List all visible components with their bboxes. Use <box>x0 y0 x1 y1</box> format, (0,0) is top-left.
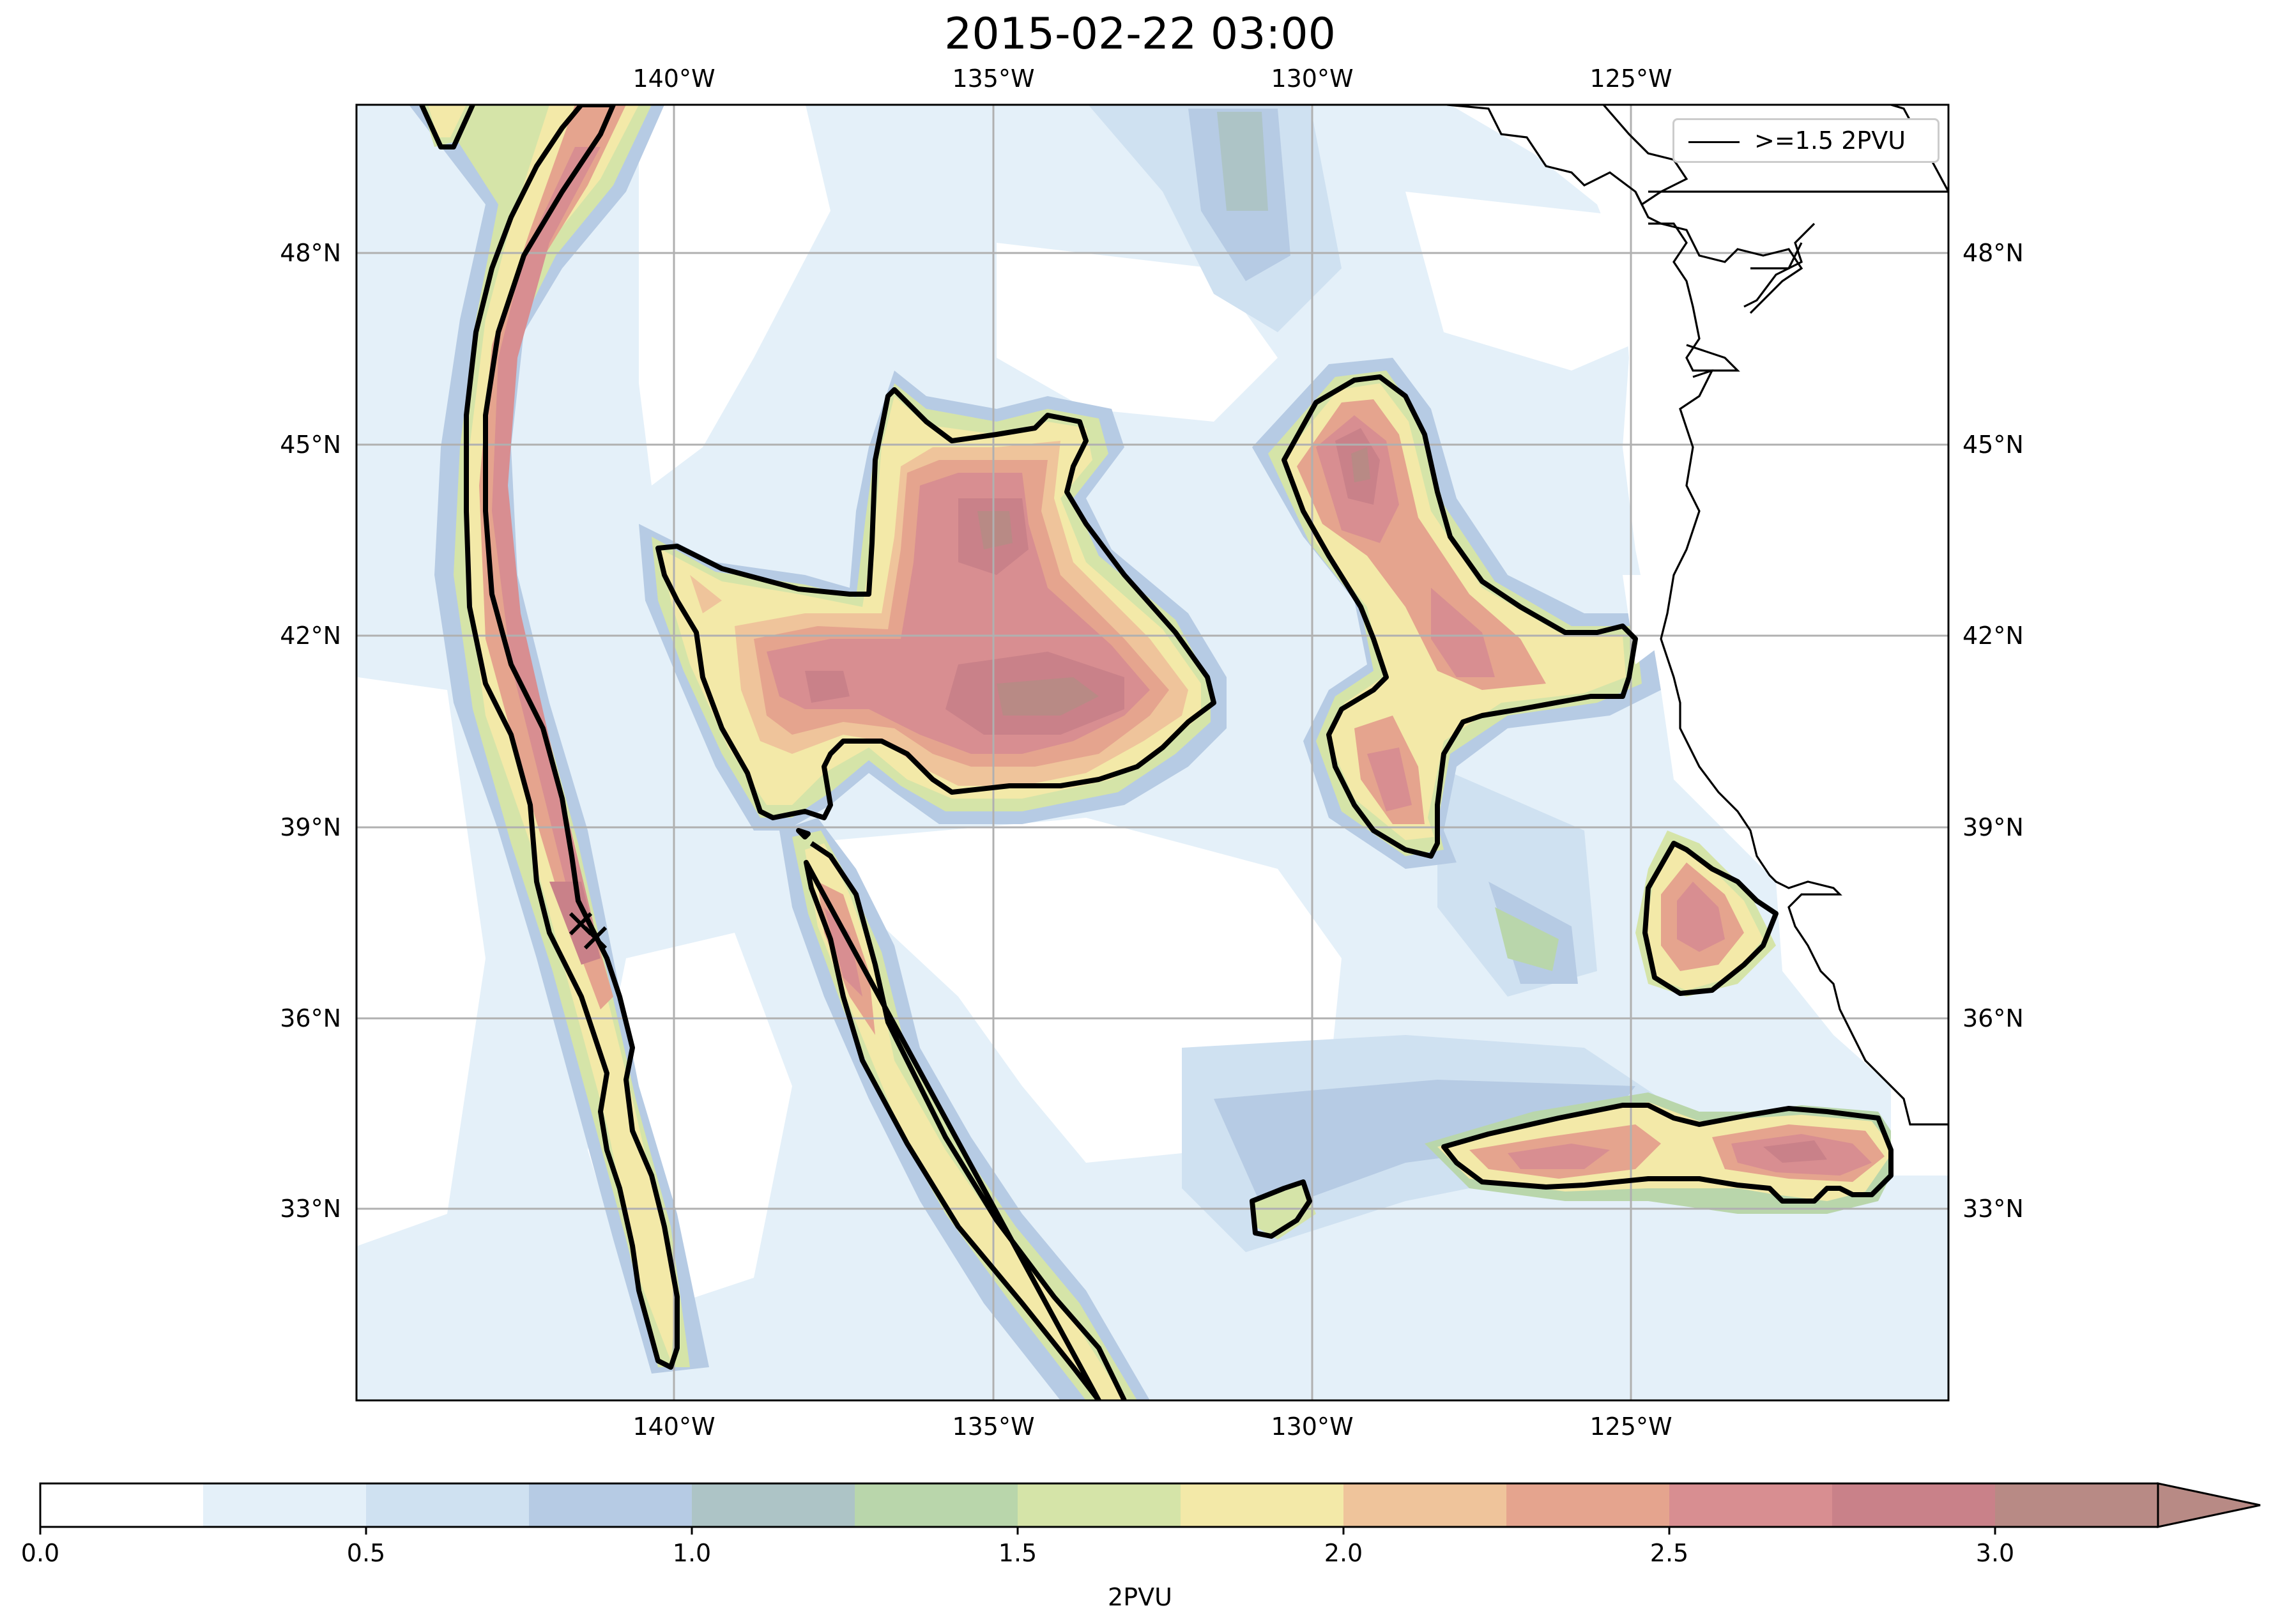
colorbar-segment <box>203 1483 367 1527</box>
lat-ticks-left: 48°N 45°N 42°N 39°N 36°N 33°N <box>280 239 341 1223</box>
colorbar-segment <box>1018 1483 1181 1527</box>
colorbar-tick-label: 1.0 <box>673 1539 711 1567</box>
colorbar-segment <box>692 1483 855 1527</box>
lon-tick-label: 125°W <box>1589 1413 1672 1441</box>
pv-band-south <box>1763 1140 1827 1163</box>
lat-tick-label: 45°N <box>1962 431 2024 459</box>
pv-streamer <box>428 105 466 137</box>
lat-tick-label: 33°N <box>280 1195 341 1223</box>
colorbar-segment <box>1832 1483 1996 1527</box>
mid-pv-region <box>1495 907 1559 971</box>
colorbar-tick-label: 2.0 <box>1324 1539 1363 1567</box>
graticule <box>356 105 1948 1400</box>
lat-ticks-right: 48°N 45°N 42°N 39°N 36°N 33°N <box>1962 239 2024 1223</box>
colorbar-segment <box>1506 1483 1670 1527</box>
colorbar-tick-label: 0.5 <box>347 1539 385 1567</box>
lat-tick-label: 48°N <box>280 239 341 267</box>
colorbar-frame <box>39 1482 2159 1528</box>
colorbar-segment <box>529 1483 692 1527</box>
colorbar-segment <box>1669 1483 1833 1527</box>
lon-tick-label: 140°W <box>632 1413 715 1441</box>
lat-tick-label: 36°N <box>280 1004 341 1032</box>
lat-tick-label: 39°N <box>1962 813 2024 841</box>
low-pv-region <box>358 677 486 1246</box>
lon-tick-label: 135°W <box>952 65 1034 93</box>
pvu-contour <box>419 105 1894 1400</box>
pv-blob-central <box>805 498 1124 735</box>
lon-tick-label: 135°W <box>952 1413 1034 1441</box>
pv-streamer <box>492 147 601 946</box>
storm-markers <box>569 912 608 950</box>
colorbar-tick-label: 3.0 <box>1976 1539 2014 1567</box>
colorbar-segment <box>1995 1483 2159 1527</box>
land-mask <box>1450 105 1948 1176</box>
pv-blob-coastal <box>1677 882 1725 952</box>
lon-ticks-bottom: 140°W 135°W 130°W 125°W <box>632 1413 1672 1441</box>
map-title: 2015-02-22 03:00 <box>944 9 1336 59</box>
colorbar-ticks: 0.0 0.5 1.0 1.5 2.0 2.5 3.0 <box>21 1539 2014 1567</box>
lon-ticks-top: 140°W 135°W 130°W 125°W <box>632 65 1672 93</box>
colorbar-extend-arrow <box>2157 1482 2261 1528</box>
lat-tick-label: 42°N <box>1962 622 2024 650</box>
x-marker <box>583 926 608 950</box>
legend-line-swatch <box>1688 141 1740 143</box>
lat-tick-label: 45°N <box>280 431 341 459</box>
lat-tick-label: 33°N <box>1962 1195 2024 1223</box>
colorbar-segment <box>855 1483 1018 1527</box>
lon-tick-label: 130°W <box>1271 65 1353 93</box>
lat-tick-label: 36°N <box>1962 1004 2024 1032</box>
colorbar-segment <box>1181 1483 1344 1527</box>
low-pv-region <box>1405 192 1661 371</box>
lat-tick-label: 39°N <box>280 813 341 841</box>
pv-blob-east <box>1351 447 1370 482</box>
mid-pv-region <box>1217 112 1268 211</box>
pv-streamer-south <box>824 907 862 997</box>
pv-blob-central <box>977 511 1099 716</box>
colorbar-label: 2PVU <box>1108 1583 1172 1611</box>
legend-label: >=1.5 2PVU <box>1754 126 1906 155</box>
lon-tick-label: 125°W <box>1589 65 1672 93</box>
colorbar-tick-label: 2.5 <box>1650 1539 1688 1567</box>
colorbar-segment <box>40 1483 204 1527</box>
pv-blob-east <box>1316 415 1495 811</box>
colorbar-tick-label: 1.5 <box>998 1539 1037 1567</box>
colorbar <box>39 1482 2261 1535</box>
colorbar-segment <box>1343 1483 1507 1527</box>
land-mask <box>1623 575 1661 664</box>
low-pv-region <box>997 243 1278 422</box>
low-pv-region <box>639 105 830 486</box>
colorbar-tick-label: 0.0 <box>21 1539 59 1567</box>
lat-tick-label: 42°N <box>280 622 341 650</box>
pv-band-south <box>1508 1134 1872 1176</box>
legend: >=1.5 2PVU <box>1672 118 1940 163</box>
coastline <box>1446 105 1948 1126</box>
lon-tick-label: 140°W <box>632 65 715 93</box>
lat-tick-label: 48°N <box>1962 239 2024 267</box>
map-frame <box>355 103 1950 1402</box>
lon-tick-label: 130°W <box>1271 1413 1353 1441</box>
colorbar-segment <box>366 1483 530 1527</box>
